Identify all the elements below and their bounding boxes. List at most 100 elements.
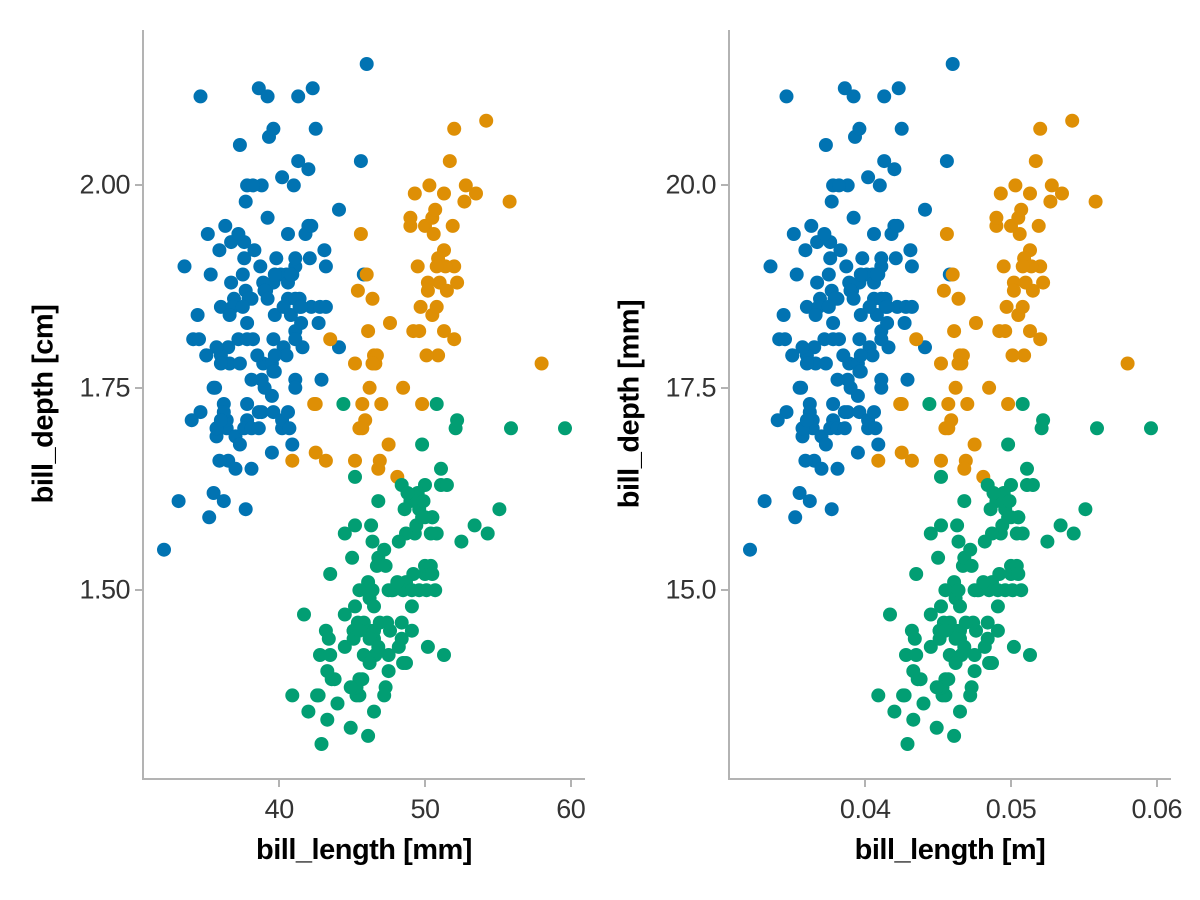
data-point (269, 251, 284, 266)
data-point (1020, 461, 1034, 476)
data-point (377, 542, 392, 557)
data-point (836, 348, 851, 363)
data-point (224, 275, 239, 290)
y-tick-label: 17.5 (665, 372, 716, 403)
data-point (264, 445, 279, 460)
data-point (420, 283, 435, 298)
data-point (874, 332, 889, 347)
data-point (826, 332, 841, 347)
data-point (818, 138, 833, 152)
data-point (407, 186, 422, 201)
data-point (916, 696, 931, 711)
x-tick-mark (864, 780, 867, 787)
data-point (359, 57, 374, 71)
x-tick-label: 0.04 (839, 794, 891, 824)
data-point (846, 210, 861, 225)
data-point (1036, 413, 1051, 428)
data-point (934, 599, 948, 614)
data-point (778, 332, 792, 347)
data-point (799, 356, 814, 371)
data-point (931, 550, 946, 565)
data-point (953, 704, 967, 719)
data-point (212, 453, 227, 468)
data-point (846, 291, 861, 306)
data-point (429, 259, 444, 274)
data-point (821, 267, 836, 282)
data-point (311, 316, 326, 330)
data-point (235, 267, 250, 282)
data-point (437, 186, 451, 201)
data-point (492, 502, 507, 517)
x-tick-mark (1155, 780, 1158, 787)
data-point (285, 688, 300, 703)
data-point (416, 494, 431, 509)
x-tick-label: 60 (556, 794, 586, 824)
data-point (1023, 186, 1037, 201)
data-point (963, 688, 978, 703)
data-point (990, 583, 1005, 598)
data-point (355, 397, 370, 411)
data-point (343, 720, 358, 735)
y-axis-line (142, 30, 144, 780)
data-point (397, 502, 412, 517)
data-point (434, 461, 448, 476)
data-point (794, 380, 809, 395)
data-point (362, 656, 377, 670)
data-point (200, 227, 215, 241)
data-point (980, 631, 995, 646)
data-point (184, 413, 199, 428)
data-point (832, 178, 846, 193)
data-point (948, 656, 963, 670)
data-point (353, 227, 368, 241)
data-point (1065, 113, 1080, 128)
data-point (999, 299, 1014, 314)
data-point (193, 89, 208, 104)
data-point (238, 194, 253, 209)
data-point (391, 534, 406, 549)
data-point (318, 299, 333, 314)
data-point (1001, 510, 1016, 525)
data-point (821, 299, 836, 314)
data-point (371, 461, 386, 476)
scatter-points-right (743, 57, 1158, 751)
data-point (795, 340, 810, 355)
data-point (403, 210, 418, 225)
data-point (413, 299, 428, 314)
y-tick-mark (135, 184, 142, 187)
data-point (872, 178, 887, 193)
data-point (799, 413, 814, 428)
data-point (396, 656, 411, 670)
data-point (400, 486, 415, 500)
data-point (404, 599, 419, 614)
data-point (260, 291, 275, 306)
data-point (1040, 534, 1055, 549)
data-point (786, 227, 801, 241)
data-point (909, 648, 924, 662)
data-point (976, 575, 991, 590)
data-point (244, 372, 259, 387)
data-point (1053, 518, 1068, 533)
x-tick-label: 0.05 (985, 794, 1037, 824)
data-point (887, 162, 902, 177)
data-point (381, 437, 396, 452)
data-point (216, 494, 231, 509)
data-point (818, 356, 833, 371)
data-point (336, 397, 351, 411)
data-point (321, 631, 336, 646)
data-point (837, 421, 852, 436)
data-point (923, 526, 938, 541)
data-point (817, 227, 832, 241)
data-point (288, 380, 303, 395)
data-point (871, 437, 886, 452)
data-point (228, 461, 243, 476)
data-point (808, 308, 823, 322)
data-point (776, 308, 791, 322)
data-point (330, 696, 345, 711)
data-point (867, 405, 881, 420)
data-point (1014, 583, 1029, 598)
data-point (785, 348, 800, 363)
data-point (301, 162, 316, 177)
y-tick-label: 1.75 (79, 372, 130, 403)
data-point (977, 534, 992, 549)
data-point (431, 348, 446, 363)
